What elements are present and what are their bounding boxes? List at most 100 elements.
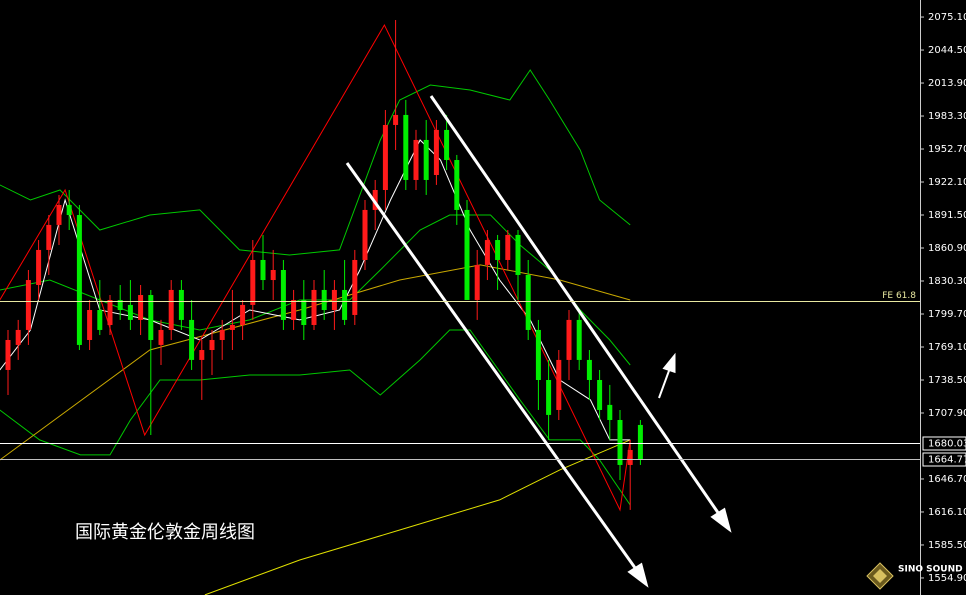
y-tick-label: 1922.10 — [928, 177, 966, 188]
candle-body — [342, 289, 348, 320]
candle-body — [15, 329, 21, 345]
logo: SINO SOUND — [866, 562, 963, 590]
y-tick-label: 1983.30 — [928, 111, 966, 122]
y-tick-label: 2044.50 — [928, 45, 966, 56]
candle-body — [607, 404, 613, 420]
y-tick-label: 1891.50 — [928, 210, 966, 221]
y-tick-label: 1616.10 — [928, 507, 966, 518]
candle-body — [199, 350, 205, 360]
candle-body — [403, 114, 409, 180]
arrow-head — [710, 507, 732, 533]
level-value: 1680.03 — [928, 439, 966, 450]
candle-body — [546, 379, 552, 415]
candle-body — [117, 299, 123, 311]
candle-body — [260, 259, 266, 281]
candle-body — [321, 289, 327, 311]
indicator-line — [0, 69, 631, 256]
y-tick-label: 1830.30 — [928, 276, 966, 287]
trend-arrows — [345, 95, 732, 588]
candle-body — [311, 289, 317, 325]
candle-body — [352, 259, 358, 315]
candle-body — [556, 359, 562, 410]
y-tick-label: 2013.90 — [928, 78, 966, 89]
level-label: FE 61.8 — [882, 291, 916, 301]
y-tick-label: 1799.70 — [928, 309, 966, 320]
candle-body — [515, 234, 521, 275]
arrow-head — [662, 352, 676, 374]
candle-body — [127, 304, 133, 320]
y-tick-label: 1952.70 — [928, 144, 966, 155]
candle-body — [413, 139, 419, 180]
y-tick-label: 1707.90 — [928, 408, 966, 419]
candle-body — [250, 259, 256, 305]
candle-body — [576, 319, 582, 360]
candle-body — [168, 289, 174, 330]
logo-text: SINO SOUND — [898, 565, 963, 575]
candle-body — [148, 295, 154, 340]
price-axis-ticks: 2075.10 2044.50 2013.90 1983.30 1952.70 1922.… — [920, 12, 966, 584]
candle-body — [525, 274, 531, 330]
candle-body — [56, 204, 62, 225]
candle-body — [566, 319, 572, 360]
candle-body — [97, 310, 103, 330]
candle-body — [627, 449, 633, 465]
y-tick-label: 1738.50 — [928, 375, 966, 386]
level-value: 1664.77 — [928, 455, 966, 466]
candle-body — [178, 289, 184, 320]
y-tick-label: 2075.10 — [928, 12, 966, 23]
candle-body — [219, 329, 225, 340]
candle-body — [158, 329, 164, 345]
candle-body — [535, 329, 541, 380]
y-tick-label: 1860.90 — [928, 243, 966, 254]
candle-body — [5, 339, 11, 370]
candle-body — [444, 129, 450, 161]
indicator-line — [0, 329, 631, 506]
candle-body — [474, 264, 480, 300]
y-tick-label: 1554.90 — [928, 573, 966, 584]
candle-body — [301, 299, 307, 325]
y-tick-label: 1769.10 — [928, 342, 966, 353]
candle-body — [464, 209, 470, 300]
indicator-line — [0, 23, 631, 512]
candle-body — [617, 419, 623, 465]
candle-body — [36, 249, 42, 285]
candle-body — [189, 319, 195, 360]
y-tick-label: 1646.70 — [928, 474, 966, 485]
candle-body — [138, 295, 144, 320]
level-box — [922, 436, 966, 451]
candle-body — [76, 215, 82, 345]
level-box — [922, 452, 966, 467]
indicator-line — [204, 439, 631, 595]
candle-body — [270, 270, 276, 281]
indicator-line — [0, 264, 631, 461]
candle-body — [372, 189, 378, 210]
candle-body — [382, 124, 388, 190]
candle-body — [209, 339, 215, 351]
candle-body — [454, 160, 460, 210]
candle-body — [291, 299, 297, 320]
candles — [5, 19, 643, 510]
arrow-line — [345, 162, 640, 573]
candle-body — [423, 139, 429, 180]
candle-body — [280, 270, 286, 320]
candle-body — [484, 240, 490, 265]
caption: 国际黄金伦敦金周线图 — [75, 522, 255, 543]
candle-body — [46, 224, 52, 250]
candle-body — [505, 234, 511, 260]
candle-body — [240, 304, 246, 325]
candle-body — [25, 280, 31, 330]
candle-body — [87, 310, 93, 340]
arrow-line — [658, 367, 671, 399]
candle-body — [107, 299, 113, 325]
candle-body — [586, 359, 592, 380]
y-tick-label: 1585.50 — [928, 540, 966, 551]
candle-body — [331, 289, 337, 311]
candle-body — [637, 424, 643, 460]
candle-body — [362, 209, 368, 260]
candle-body — [495, 240, 501, 260]
price-axis-bg — [920, 0, 966, 595]
logo-icon-inner — [873, 569, 887, 583]
